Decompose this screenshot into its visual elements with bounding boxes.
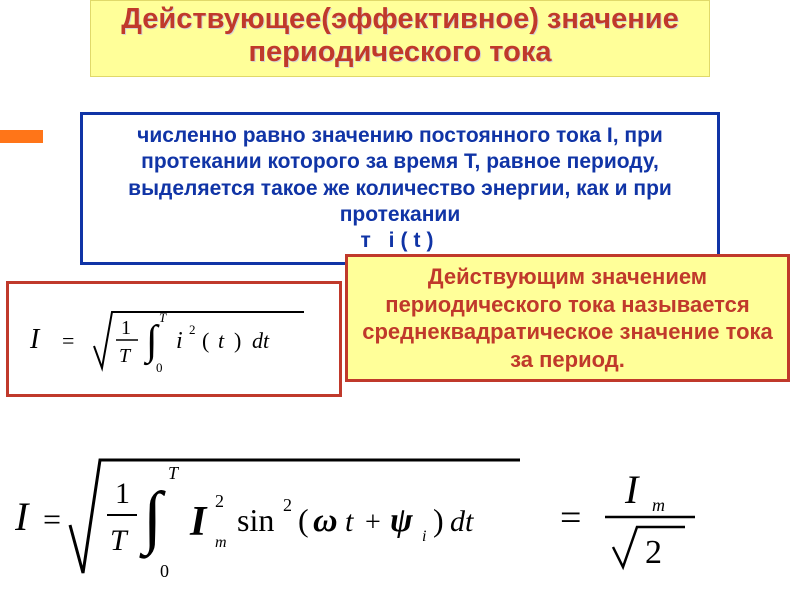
svg-text:m: m xyxy=(652,495,665,515)
svg-text:(: ( xyxy=(298,502,309,538)
decorative-bar xyxy=(0,130,43,143)
svg-text:T: T xyxy=(119,345,132,367)
rms-formula: I = 1 T ∫ T 0 i 2 ( t ) dt xyxy=(24,294,324,384)
svg-text:I: I xyxy=(189,499,208,545)
sinusoidal-formula: I = 1 T ∫ T 0 I m 2 sin 2 ( ω t + ψ i xyxy=(15,445,785,590)
svg-text:1: 1 xyxy=(121,317,131,339)
svg-text:1: 1 xyxy=(115,477,130,510)
svg-text:0: 0 xyxy=(160,561,169,581)
rms-formula-box: I = 1 T ∫ T 0 i 2 ( t ) dt xyxy=(6,281,342,397)
svg-text:T: T xyxy=(110,524,129,557)
svg-text:t: t xyxy=(218,328,225,353)
page-title: Действующее(эффективное) значение период… xyxy=(99,3,701,70)
svg-text:I: I xyxy=(15,494,30,539)
svg-text:∫: ∫ xyxy=(143,318,160,366)
svg-text:=: = xyxy=(62,328,74,353)
svg-text:dt: dt xyxy=(450,505,474,538)
svg-text:(: ( xyxy=(202,328,209,353)
definition-box: численно равно значению постоянного тока… xyxy=(80,112,720,265)
svg-text:I: I xyxy=(624,467,640,512)
svg-text:∫: ∫ xyxy=(139,479,166,559)
svg-text:=: = xyxy=(560,497,581,539)
svg-text:sin: sin xyxy=(237,502,274,538)
svg-text:t: t xyxy=(345,505,354,538)
svg-text:ω: ω xyxy=(313,502,338,539)
title-box: Действующее(эффективное) значение период… xyxy=(90,0,710,77)
svg-text:i: i xyxy=(176,328,183,354)
svg-text:T: T xyxy=(168,463,180,483)
svg-text:2: 2 xyxy=(189,322,196,337)
svg-text:m: m xyxy=(215,534,227,551)
svg-text:2: 2 xyxy=(283,495,292,515)
svg-text:): ) xyxy=(234,328,241,353)
svg-text:=: = xyxy=(43,501,61,537)
svg-text:ψ: ψ xyxy=(390,502,413,539)
rms-description-text: Действующим значением периодического ток… xyxy=(358,263,777,373)
svg-text:0: 0 xyxy=(156,360,163,375)
rms-description-box: Действующим значением периодического ток… xyxy=(345,254,790,382)
svg-text:): ) xyxy=(433,502,444,538)
svg-text:+: + xyxy=(365,507,381,538)
svg-text:I: I xyxy=(29,324,41,355)
svg-text:2: 2 xyxy=(215,491,224,511)
svg-text:2: 2 xyxy=(645,534,662,571)
svg-text:dt: dt xyxy=(252,328,270,353)
definition-text: численно равно значению постоянного тока… xyxy=(97,123,703,254)
svg-text:i: i xyxy=(422,528,426,545)
svg-text:T: T xyxy=(159,310,167,325)
